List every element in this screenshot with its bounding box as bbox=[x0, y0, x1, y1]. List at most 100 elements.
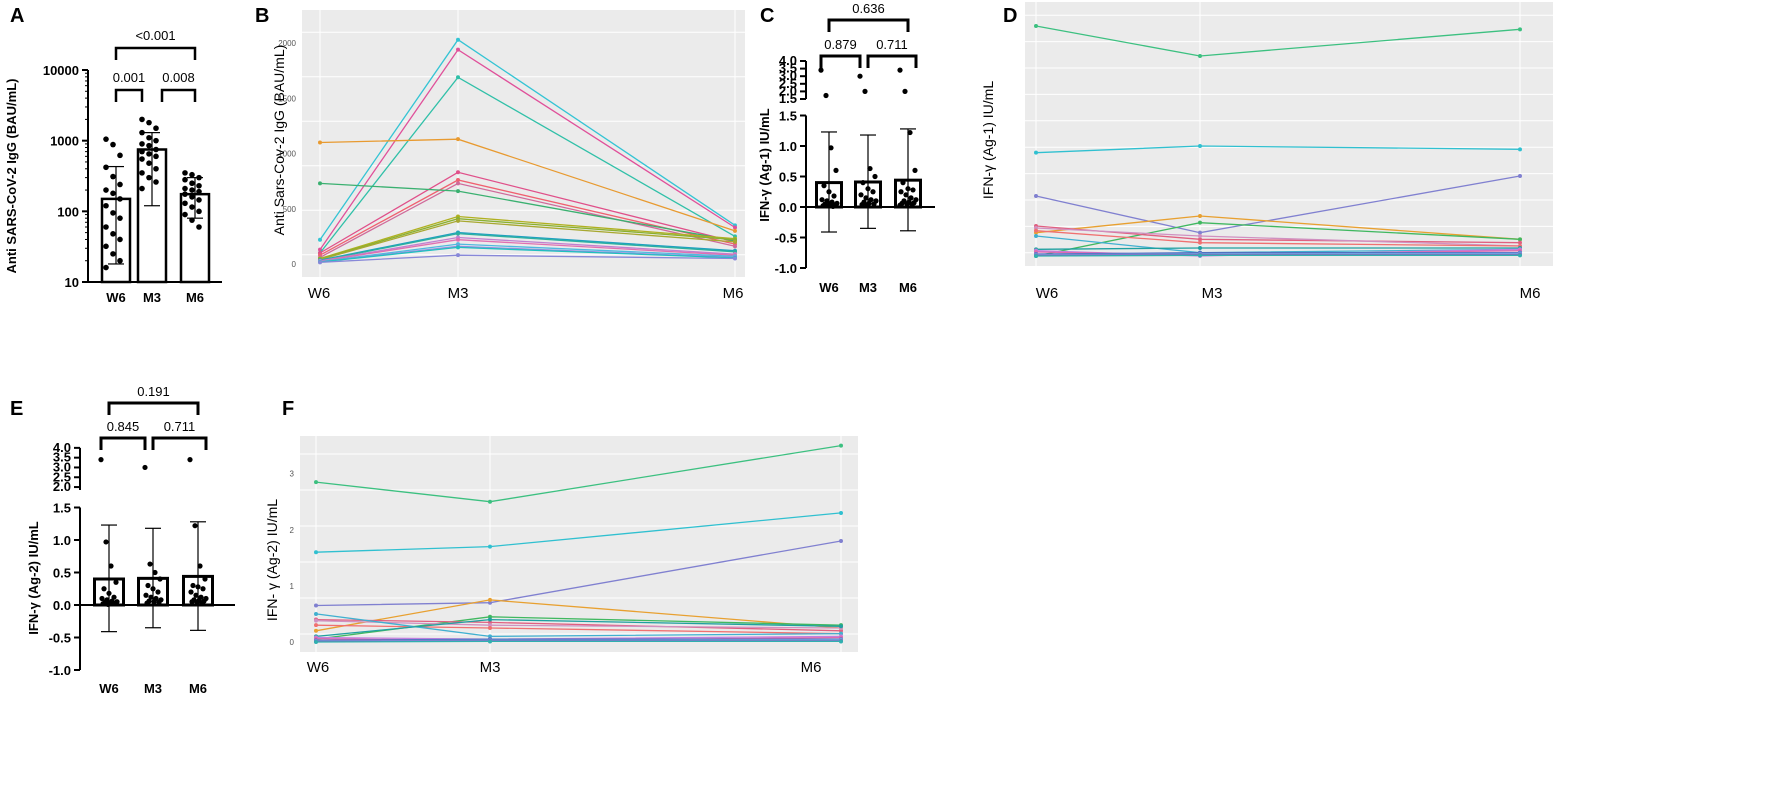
panel-a-p-value: 0.001 bbox=[113, 70, 146, 85]
panel-b-plot-background bbox=[302, 10, 745, 277]
panel-b-y-tick-label: 1000 bbox=[278, 150, 296, 159]
panel-c-y-axis-label: IFN-γ (Ag-1) IU/mL bbox=[757, 108, 772, 221]
panel-a-data-point bbox=[153, 179, 159, 185]
panel-d-series-line bbox=[1035, 254, 1520, 257]
panel-a-data-point bbox=[139, 156, 145, 162]
panel-a-p-value: <0.001 bbox=[135, 28, 175, 43]
panel-e-x-tick-label: W6 bbox=[99, 681, 119, 696]
panel-f-data-point bbox=[839, 624, 843, 629]
panel-e-data-point bbox=[192, 523, 198, 529]
panel-c-y-tick-label: 3.0 bbox=[779, 68, 797, 83]
panel-e-data-point bbox=[112, 601, 118, 607]
panel-c-data-point bbox=[862, 88, 868, 94]
panel-d-data-point bbox=[1198, 214, 1202, 218]
panel-d-x-tick-label: W6 bbox=[1036, 285, 1059, 302]
panel-b-data-point bbox=[456, 47, 460, 52]
panel-b-data-point bbox=[456, 75, 460, 80]
panel-e-data-point bbox=[101, 586, 107, 592]
panel-c-y-tick-label: 1.5 bbox=[779, 109, 797, 124]
panel-a-y-tick-label: 100 bbox=[57, 204, 79, 219]
panel-e-data-point bbox=[151, 599, 157, 605]
panel-e-data-point bbox=[190, 582, 196, 589]
panel-e-y-tick-label: 0.0 bbox=[53, 598, 71, 613]
panel-c-significance-bracket bbox=[819, 54, 862, 68]
panel-c-data-point bbox=[900, 180, 906, 186]
panel-d-data-point bbox=[1198, 54, 1202, 58]
panel-a-data-point bbox=[110, 210, 116, 216]
panel-d-data-point bbox=[1518, 147, 1522, 152]
panel-c-data-point bbox=[904, 201, 910, 207]
panel-a-data-point bbox=[189, 180, 195, 187]
panel-a-x-tick-label: M3 bbox=[143, 290, 161, 305]
panel-label-f: F bbox=[282, 398, 294, 420]
panel-a-data-point bbox=[110, 231, 116, 237]
panel-label-d: D bbox=[1003, 5, 1017, 27]
panel-a-data-point bbox=[189, 171, 195, 178]
panel-a-data-point bbox=[189, 204, 195, 210]
panel-d-y-axis-label: IFN-γ (Ag-1) IU/mL bbox=[980, 81, 996, 199]
panel-f-data-point bbox=[488, 544, 492, 549]
panel-f-data-point bbox=[488, 623, 492, 628]
panel-a-data-point bbox=[146, 174, 152, 181]
panel-f-data-point bbox=[488, 634, 492, 639]
panel-b-data-point bbox=[456, 170, 460, 175]
panel-a-data-point bbox=[110, 173, 116, 180]
panel-b-data-point bbox=[456, 189, 460, 194]
panel-f-data-point bbox=[488, 625, 492, 630]
panel-c-data-point bbox=[910, 187, 916, 193]
panel-a-data-point bbox=[117, 257, 123, 264]
panel-a-data-point bbox=[103, 224, 109, 230]
panel-c-y-tick-label: -1.0 bbox=[775, 261, 797, 276]
panel-f-y-tick-label: 0 bbox=[290, 638, 295, 647]
panel-c-y-tick-label: 1.5 bbox=[779, 91, 797, 106]
panel-b-x-tick-label: M6 bbox=[723, 285, 744, 302]
panel-c-data-point bbox=[909, 201, 915, 208]
panel-c-x-tick-label: M6 bbox=[899, 280, 917, 295]
panel-a-data-point bbox=[146, 119, 152, 126]
panel-d-data-point bbox=[1198, 234, 1202, 238]
panel-f-data-point bbox=[314, 480, 318, 485]
panel-b-data-point bbox=[456, 253, 460, 258]
panel-c-data-point bbox=[905, 186, 911, 192]
panel-b-y-tick-label: 0 bbox=[292, 260, 297, 269]
panel-e-data-point bbox=[145, 582, 151, 589]
panel-f-data-point bbox=[488, 614, 492, 619]
panel-label-b: B bbox=[255, 5, 269, 27]
panel-e-y-tick-label: 1.0 bbox=[53, 533, 71, 548]
panel-c-data-point bbox=[820, 203, 826, 209]
panel-a-data-point bbox=[103, 202, 109, 209]
panel-label-a: A bbox=[10, 5, 24, 27]
panel-b-data-point bbox=[318, 260, 322, 265]
panel-e-data-point bbox=[188, 589, 194, 595]
panel-f-data-point bbox=[488, 600, 492, 605]
panel-a-data-point bbox=[139, 170, 145, 176]
panel-b-data-point bbox=[733, 256, 737, 261]
panel-e-significance-bracket bbox=[99, 436, 147, 450]
panel-a-data-point bbox=[189, 194, 195, 200]
panel-c-y-tick-label: 4.0 bbox=[779, 53, 797, 68]
panel-c-data-point bbox=[872, 173, 878, 180]
panel-f-y-tick-label: 2 bbox=[290, 526, 295, 535]
panel-a-data-point bbox=[189, 217, 195, 223]
panel-c-data-point bbox=[823, 92, 829, 99]
panel-e-y-tick-label: 2.0 bbox=[53, 479, 71, 494]
panel-e-data-point bbox=[150, 586, 156, 592]
panel-a-significance-bracket bbox=[114, 88, 144, 102]
panel-f-y-tick-label: 1 bbox=[290, 582, 295, 591]
panel-f-plot-background bbox=[300, 436, 858, 652]
panel-f-data-point bbox=[839, 628, 843, 633]
panel-f-x-tick-label: M6 bbox=[801, 659, 822, 676]
panel-c-y-tick-label: 0.5 bbox=[779, 170, 797, 185]
panel-a-significance-bracket bbox=[114, 46, 197, 60]
panel-a-data-point bbox=[146, 142, 152, 149]
panel-a-data-point bbox=[110, 251, 116, 257]
panel-d-data-point bbox=[1034, 254, 1038, 258]
panel-c-data-point bbox=[898, 189, 904, 195]
panel-c-data-point bbox=[902, 88, 908, 94]
panel-e-y-tick-label: 3.5 bbox=[53, 450, 71, 465]
panel-c-y-tick-label: 2.0 bbox=[779, 83, 797, 98]
panel-c-x-tick-label: W6 bbox=[819, 280, 839, 295]
panel-a-data-point bbox=[103, 164, 109, 171]
panel-f-data-point bbox=[839, 510, 843, 515]
